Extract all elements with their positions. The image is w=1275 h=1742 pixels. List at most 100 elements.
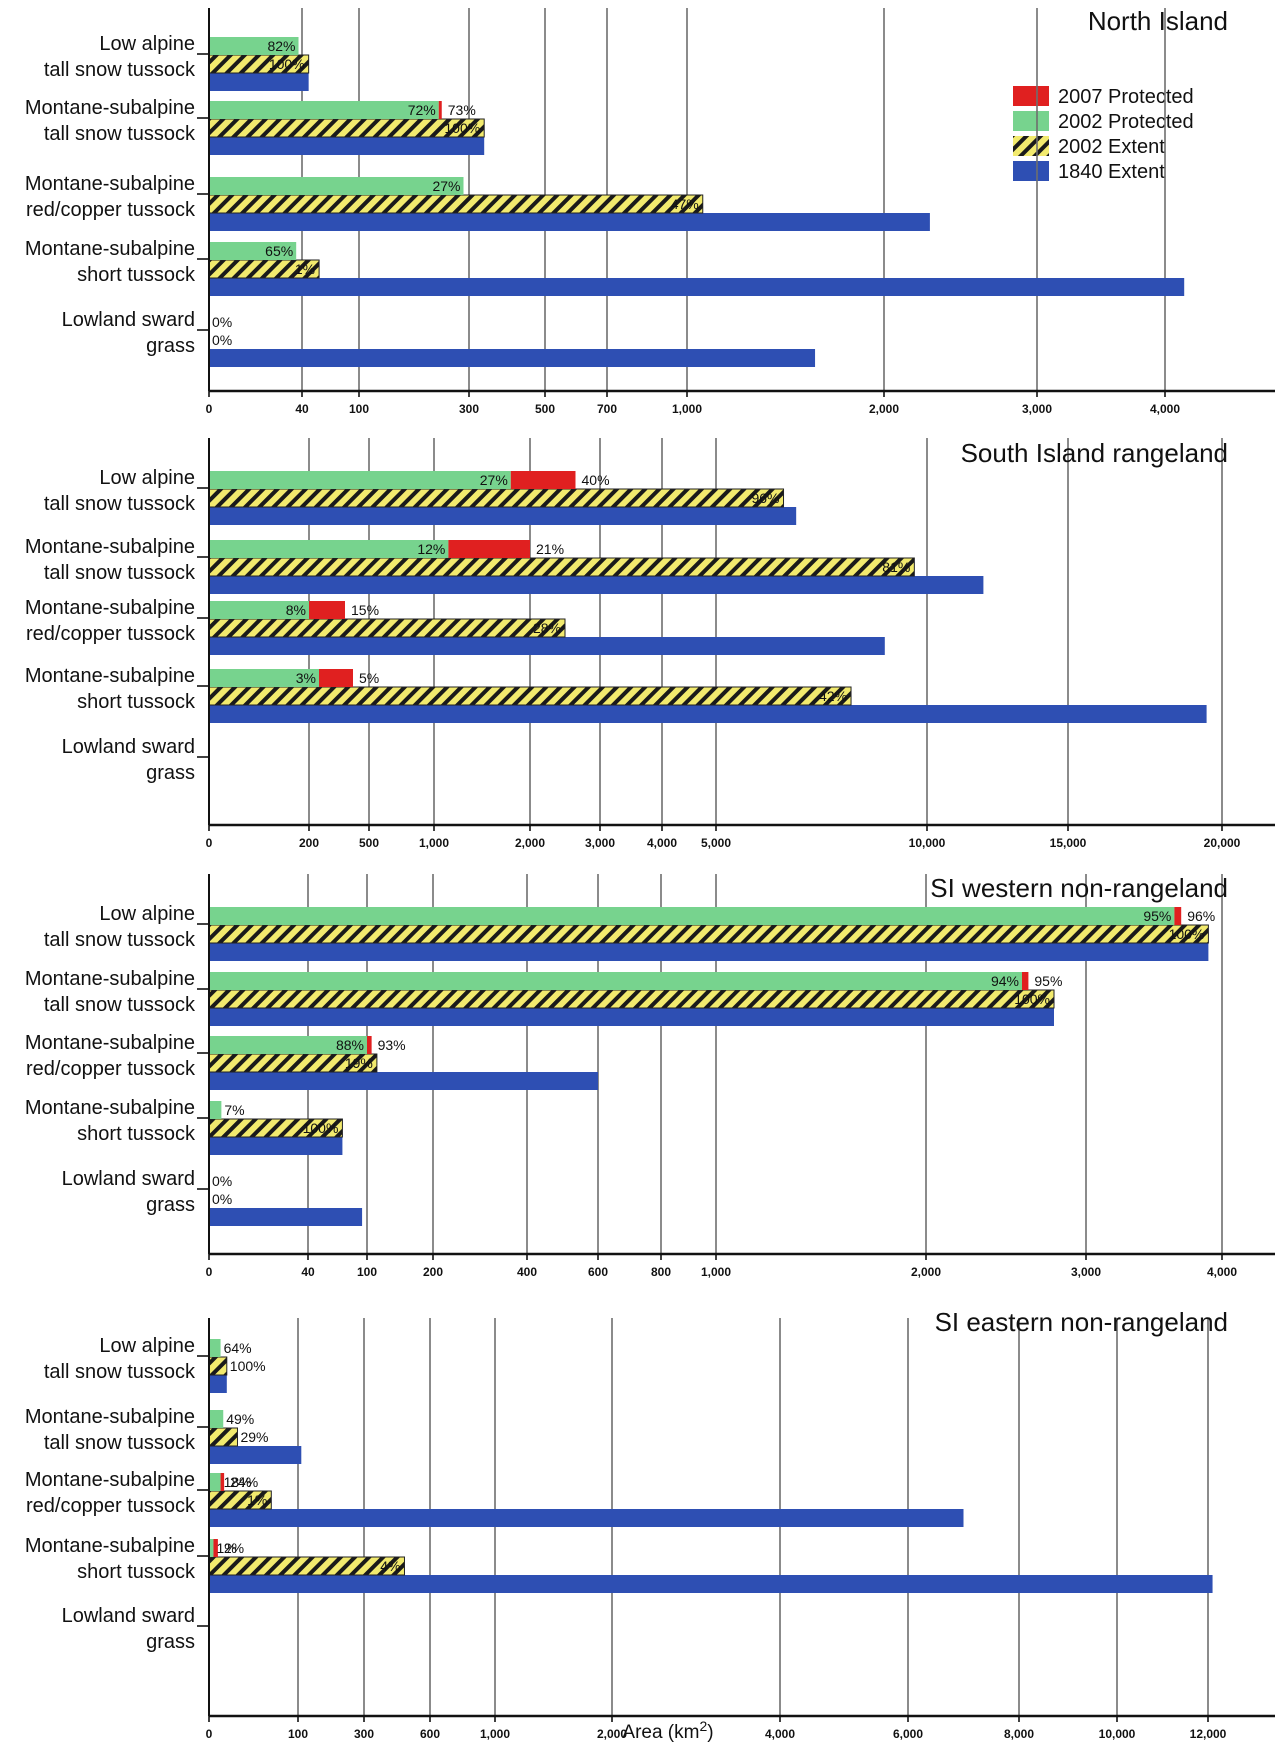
bar-label-2002-protected: 65% bbox=[265, 243, 293, 259]
x-tick-label: 600 bbox=[420, 1727, 440, 1741]
x-tick-label: 500 bbox=[359, 836, 379, 850]
bar-1840-extent bbox=[209, 213, 930, 231]
x-tick-label: 0 bbox=[206, 836, 213, 850]
x-tick-label: 2,000 bbox=[869, 402, 899, 416]
bar-2007-protected bbox=[1174, 907, 1182, 925]
category-label-line1: Lowland sward bbox=[62, 736, 195, 758]
bar-label-2002-protected: 94% bbox=[991, 973, 1019, 989]
x-tick-label: 300 bbox=[354, 1727, 374, 1741]
bar-2002-extent bbox=[208, 924, 1209, 944]
x-tick-label: 3,000 bbox=[1071, 1265, 1101, 1279]
bar-label-2002-protected: 95% bbox=[1143, 908, 1171, 924]
category-label-line1: Lowland sward bbox=[62, 1168, 195, 1190]
bar-label-2002-extent: 19% bbox=[345, 1055, 373, 1071]
bar-2002-protected bbox=[209, 1410, 224, 1428]
x-tick-label: 200 bbox=[299, 836, 319, 850]
x-tick-label: 1,000 bbox=[419, 836, 449, 850]
x-tick-label: 10,000 bbox=[1099, 1727, 1136, 1741]
bar-1840-extent bbox=[209, 1509, 964, 1527]
x-tick-label: 5,000 bbox=[701, 836, 731, 850]
legend-label: 2002 Extent bbox=[1058, 136, 1165, 158]
bar-2007-protected bbox=[319, 669, 353, 687]
bar-2007-protected bbox=[220, 1473, 225, 1491]
chart-legend: 2007 Protected 2002 Protected 2002 Extent 1… bbox=[1013, 86, 1194, 183]
bar-2002-protected bbox=[209, 669, 319, 687]
bar-label-2007-protected: 96% bbox=[1187, 908, 1215, 924]
category-label-line1: Low alpine bbox=[99, 1335, 195, 1357]
x-tick-label: 400 bbox=[517, 1265, 537, 1279]
x-tick-label: 600 bbox=[588, 1265, 608, 1279]
bar-label-2007-protected: 24% bbox=[230, 1474, 258, 1490]
bar-label-2002-extent: 100% bbox=[1169, 926, 1205, 942]
bar-2002-extent bbox=[208, 488, 785, 508]
category-label-line1: Low alpine bbox=[99, 903, 195, 925]
chart-panel: South Island rangeland 96% 40% 27% Low alpin… bbox=[25, 438, 1275, 850]
panel-title: SI western non-rangeland bbox=[930, 873, 1228, 903]
legend-label: 2002 Protected bbox=[1058, 111, 1194, 133]
category-label-line2: tall snow tussock bbox=[44, 1432, 196, 1454]
category-label-line2: red/copper tussock bbox=[26, 1495, 196, 1517]
bar-2002-protected bbox=[209, 471, 511, 489]
bar-2002-extent bbox=[208, 557, 915, 577]
bar-label-2007-protected: 93% bbox=[378, 1037, 406, 1053]
bar-2002-protected bbox=[209, 1036, 367, 1054]
bar-2002-extent bbox=[208, 1356, 228, 1376]
bar-1840-extent bbox=[209, 705, 1207, 723]
category-label-line1: Low alpine bbox=[99, 33, 195, 55]
category-label-line1: Montane-subalpine bbox=[25, 1469, 195, 1491]
category-label-line2: tall snow tussock bbox=[44, 59, 196, 81]
x-tick-label: 6,000 bbox=[893, 1727, 923, 1741]
category-label-line2: grass bbox=[146, 1194, 195, 1216]
bar-label-2007-protected: 40% bbox=[582, 472, 610, 488]
category-label-line1: Lowland sward bbox=[62, 1605, 195, 1627]
category-label-line2: short tussock bbox=[77, 1561, 196, 1583]
x-tick-label: 8,000 bbox=[1004, 1727, 1034, 1741]
category-label-line2: grass bbox=[146, 1631, 195, 1653]
category-label-line2: short tussock bbox=[77, 691, 196, 713]
category-label-line2: short tussock bbox=[77, 264, 196, 286]
bar-2002-protected bbox=[209, 907, 1175, 925]
x-tick-label: 100 bbox=[349, 402, 369, 416]
bar-2007-protected bbox=[448, 540, 530, 558]
bar-label-2002-protected: 88% bbox=[336, 1037, 364, 1053]
x-tick-label: 2,000 bbox=[597, 1727, 627, 1741]
category-label-line1: Lowland sward bbox=[62, 309, 195, 331]
bar-label-2002-extent: 47% bbox=[671, 196, 699, 212]
bar-label-2002-extent: 0% bbox=[212, 332, 232, 348]
bar-1840-extent bbox=[209, 1137, 343, 1155]
category-label-line2: tall snow tussock bbox=[44, 1361, 196, 1383]
bar-2002-protected bbox=[209, 1473, 221, 1491]
bar-label-2002-protected: 7% bbox=[224, 1102, 244, 1118]
x-tick-label: 100 bbox=[288, 1727, 308, 1741]
bar-label-2002-extent: 29% bbox=[240, 1429, 268, 1445]
x-tick-label: 300 bbox=[459, 402, 479, 416]
bar-label-2002-protected: 82% bbox=[267, 38, 295, 54]
x-tick-label: 40 bbox=[301, 1265, 315, 1279]
bar-label-2002-extent: 42% bbox=[819, 688, 847, 704]
category-label-line2: short tussock bbox=[77, 1123, 196, 1145]
bar-label-2002-extent: 100% bbox=[303, 1120, 339, 1136]
x-tick-label: 4,000 bbox=[1207, 1265, 1237, 1279]
bar-label-2002-extent: 1% bbox=[247, 1492, 267, 1508]
bar-1840-extent bbox=[209, 278, 1185, 296]
category-label-line2: grass bbox=[146, 762, 195, 784]
x-tick-label: 700 bbox=[597, 402, 617, 416]
bar-2007-protected bbox=[438, 101, 442, 119]
legend-label: 2007 Protected bbox=[1058, 86, 1194, 108]
category-label-line2: tall snow tussock bbox=[44, 123, 196, 145]
bar-label-2007-protected: 15% bbox=[351, 602, 379, 618]
bar-2002-protected bbox=[209, 1339, 221, 1357]
bar-2007-protected bbox=[367, 1036, 372, 1054]
bar-label-2002-protected: 18% bbox=[224, 1474, 252, 1490]
legend-swatch bbox=[1013, 86, 1049, 106]
bar-label-2002-protected: 3% bbox=[296, 670, 316, 686]
bar-label-2002-protected: 49% bbox=[226, 1411, 254, 1427]
category-label-line2: grass bbox=[146, 335, 195, 357]
category-label-line2: tall snow tussock bbox=[44, 562, 196, 584]
x-tick-label: 1,000 bbox=[672, 402, 702, 416]
panel-title: SI eastern non-rangeland bbox=[935, 1307, 1228, 1337]
x-tick-label: 0 bbox=[206, 1265, 213, 1279]
x-tick-label: 800 bbox=[651, 1265, 671, 1279]
x-tick-label: 15,000 bbox=[1050, 836, 1087, 850]
